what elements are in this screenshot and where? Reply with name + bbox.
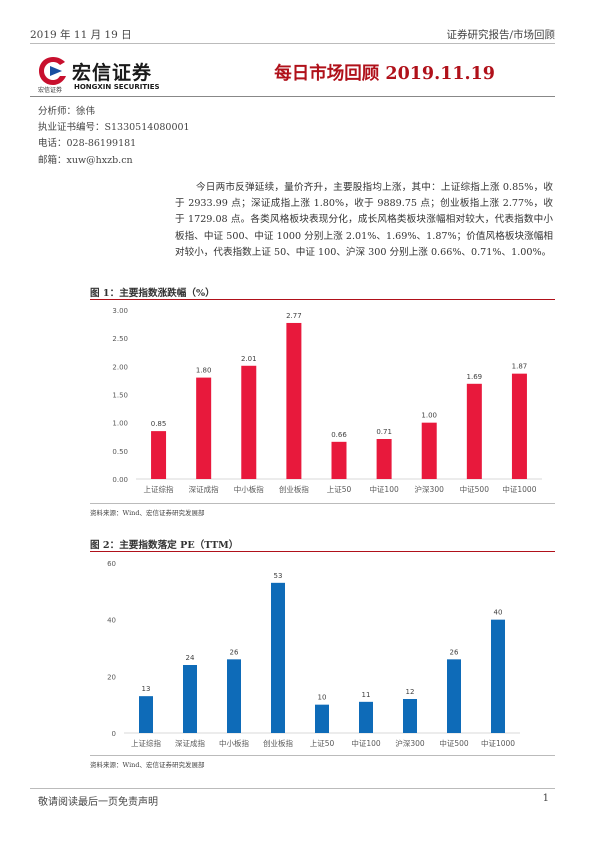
fig2-category-label: 上证综指: [131, 738, 161, 748]
fig1-bar: [331, 441, 347, 479]
page-number: 1: [542, 793, 549, 804]
fig1-bar: [241, 365, 257, 479]
fig2-bar: [139, 696, 153, 733]
logo-small-name: 宏信证券: [38, 87, 63, 94]
footer-divider: [30, 788, 555, 789]
figure2-bottom-rule: [90, 755, 555, 756]
fig2-category-label: 沪深300: [395, 738, 425, 748]
figure1-bar-chart: 0.00 0.50 1.00 1.50 2.00 2.50 3.00 0.85 上证综指 1.80…: [112, 307, 542, 494]
fig1-ytick-label: 2.50: [112, 335, 128, 343]
fig1-ytick-label: 0.50: [112, 448, 128, 456]
figure2-title: 图 2：主要指数落定 PE（TTM）: [90, 540, 239, 551]
page-title: 每日市场回顾 2019.11.19: [274, 64, 495, 84]
report-date: 2019 年 11 月 19 日: [30, 29, 132, 41]
fig1-data-label: 1.80: [196, 367, 212, 375]
figure1-source: 资料来源：Wind、宏信证券研究发展部: [90, 509, 205, 517]
analyst-email: 邮箱：xuw@hxzb.cn: [38, 154, 133, 166]
fig2-bar: [271, 582, 285, 733]
fig1-category-label: 深证成指: [189, 484, 219, 494]
fig2-bar: [403, 699, 417, 733]
fig1-bar: [421, 422, 437, 479]
fig1-bar: [376, 439, 392, 479]
analyst-name: 分析师：徐伟: [38, 106, 96, 117]
figure1-bottom-rule: [90, 503, 555, 504]
fig1-data-label: 0.85: [151, 420, 167, 428]
fig1-ytick-label: 3.00: [112, 307, 128, 315]
fig2-ytick-label: 60: [107, 560, 116, 568]
fig1-data-label: 1.69: [467, 373, 483, 381]
fig1-ytick-label: 1.00: [112, 420, 128, 428]
fig2-ytick-label: 0: [112, 730, 116, 738]
fig2-bar: [315, 704, 329, 733]
fig1-category-label: 中证1000: [502, 484, 536, 494]
market-summary-paragraph: 今日两市反弹延续，量价齐升，主要股指均上涨，其中：上证综指上涨 0.85%，收于…: [175, 182, 553, 258]
fig1-bar: [196, 377, 212, 479]
fig2-bar: [447, 659, 461, 733]
logo-english-name: HONGXIN SECURITIES: [74, 83, 160, 91]
fig2-data-label: 26: [450, 648, 459, 656]
fig2-data-label: 10: [318, 694, 327, 702]
analyst-info: 分析师：徐伟 执业证书编号：S1330514080001 电话：028-8619…: [38, 104, 190, 169]
fig2-bar: [183, 665, 197, 733]
fig1-data-label: 2.01: [241, 355, 257, 363]
fig2-category-label: 中证100: [351, 738, 381, 748]
analyst-phone: 电话：028-86199181: [38, 138, 137, 150]
figure2-rule: [90, 551, 555, 552]
fig2-category-label: 中小板指: [219, 738, 249, 748]
fig1-category-label: 中小板指: [234, 484, 264, 494]
fig2-category-label: 深证成指: [175, 738, 205, 748]
fig1-category-label: 创业板指: [279, 484, 309, 494]
title-divider: [30, 96, 555, 97]
fig1-bar: [511, 373, 527, 479]
fig1-category-label: 上证50: [327, 485, 352, 494]
fig2-bar: [227, 659, 241, 733]
fig1-ytick-label: 1.50: [112, 392, 128, 400]
fig1-category-label: 中证500: [460, 484, 490, 494]
fig2-data-label: 26: [230, 648, 239, 656]
fig2-category-label: 中证1000: [481, 738, 515, 748]
fig2-category-label: 上证50: [310, 739, 335, 748]
fig2-data-label: 13: [142, 685, 151, 693]
logo-chinese-name: 宏信证券: [72, 62, 153, 84]
fig1-category-label: 上证综指: [144, 484, 174, 494]
disclaimer-note: 敬请阅读最后一页免责声明: [38, 797, 158, 808]
header-divider: [30, 43, 555, 44]
logo-mark-icon: [39, 57, 66, 85]
fig2-bar: [359, 701, 373, 733]
fig2-ytick-label: 40: [107, 617, 116, 625]
fig1-data-label: 2.77: [286, 312, 302, 320]
fig2-ytick-label: 20: [107, 673, 116, 681]
fig1-data-label: 1.87: [512, 363, 528, 371]
fig2-data-label: 53: [274, 572, 283, 580]
report-category: 证券研究报告/市场回顾: [446, 29, 555, 41]
figure2-source: 资料来源：Wind、宏信证券研究发展部: [90, 761, 205, 769]
fig2-data-label: 40: [494, 609, 503, 617]
fig1-bar: [466, 383, 482, 479]
fig1-ytick-label: 2.00: [112, 363, 128, 371]
fig1-category-label: 中证100: [369, 484, 399, 494]
fig1-bar: [286, 322, 302, 479]
fig1-data-label: 0.71: [376, 428, 392, 436]
fig1-data-label: 0.66: [331, 431, 347, 439]
figure1-title: 图 1：主要指数涨跌幅（%）: [90, 288, 215, 299]
analyst-license: 执业证书编号：S1330514080001: [38, 122, 190, 134]
fig2-data-label: 24: [186, 654, 195, 662]
fig2-category-label: 中证500: [439, 738, 469, 748]
fig1-data-label: 1.00: [421, 412, 437, 420]
fig1-category-label: 沪深300: [415, 484, 445, 494]
fig2-bar: [491, 619, 505, 733]
fig1-ytick-label: 0.00: [112, 476, 128, 484]
fig2-data-label: 11: [362, 691, 371, 699]
figure2-bar-chart: 0 20 40 60 13 上证综指 24 深证成指 26 中小板指 53 创业板指 10 上证50 11 中…: [107, 560, 520, 748]
fig2-category-label: 创业板指: [263, 738, 293, 748]
fig1-bar: [151, 431, 167, 479]
figure1-rule: [90, 299, 555, 300]
fig2-data-label: 12: [406, 688, 415, 696]
company-logo: 宏信证券 宏信证券 HONGXIN SECURITIES: [36, 52, 166, 96]
